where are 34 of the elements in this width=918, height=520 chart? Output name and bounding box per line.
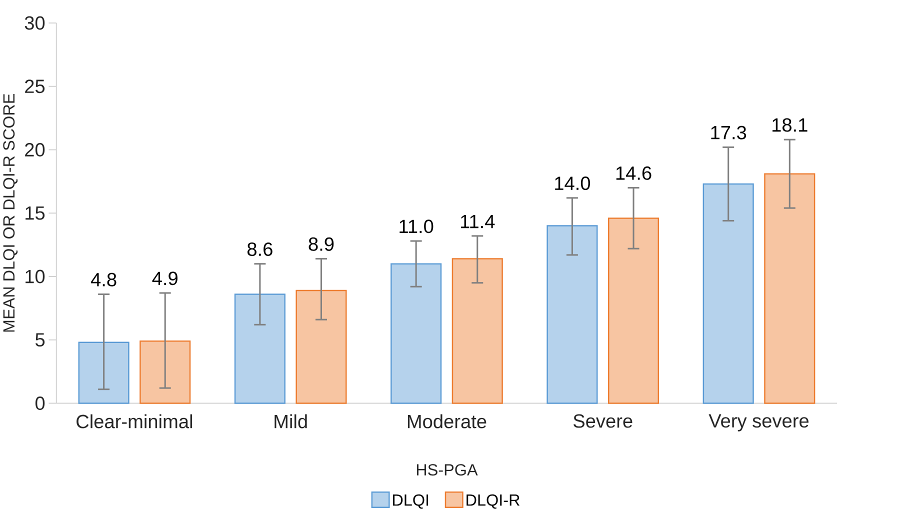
x-tick-label: Clear-minimal: [76, 414, 192, 428]
data-label: 18.1: [772, 118, 808, 132]
data-label: 14.6: [616, 166, 652, 180]
x-tick-label: Very severe: [708, 414, 809, 432]
y-tick-label: 20: [25, 142, 45, 156]
bar: [546, 225, 598, 404]
bar: [234, 294, 286, 404]
data-label: 4.8: [90, 272, 116, 286]
data-label: 4.9: [152, 272, 178, 286]
data-label: 8.9: [308, 237, 334, 251]
x-tick-label: Moderate: [408, 414, 486, 428]
data-label: 14.0: [555, 176, 590, 190]
y-tick-label: 5: [36, 333, 45, 346]
data-label: 17.3: [711, 126, 746, 140]
data-label: 11.4: [460, 214, 495, 228]
bar: [390, 263, 442, 404]
data-label: 11.0: [400, 220, 434, 234]
bar: [702, 183, 754, 404]
legend-label: DLQI-R: [466, 494, 520, 509]
x-tick-label: Severe: [573, 414, 632, 428]
y-tick-label: 30: [24, 16, 45, 30]
y-tick-label: 0: [35, 396, 45, 410]
bar: [608, 218, 660, 404]
bar: [296, 290, 347, 404]
y-tick-label: 10: [26, 270, 45, 284]
y-tick-label: 15: [26, 206, 45, 220]
bar: [452, 258, 503, 404]
x-axis-title: HS-PGA: [416, 464, 478, 476]
data-label: 8.6: [248, 242, 272, 256]
legend-label: DLQI: [393, 494, 428, 509]
bar: [764, 173, 816, 404]
x-tick-label: Mild: [274, 414, 307, 428]
y-axis-title: MEAN DLQI OR DLQI-R SCORE: [3, 94, 18, 332]
y-tick-label: 25: [25, 80, 45, 94]
